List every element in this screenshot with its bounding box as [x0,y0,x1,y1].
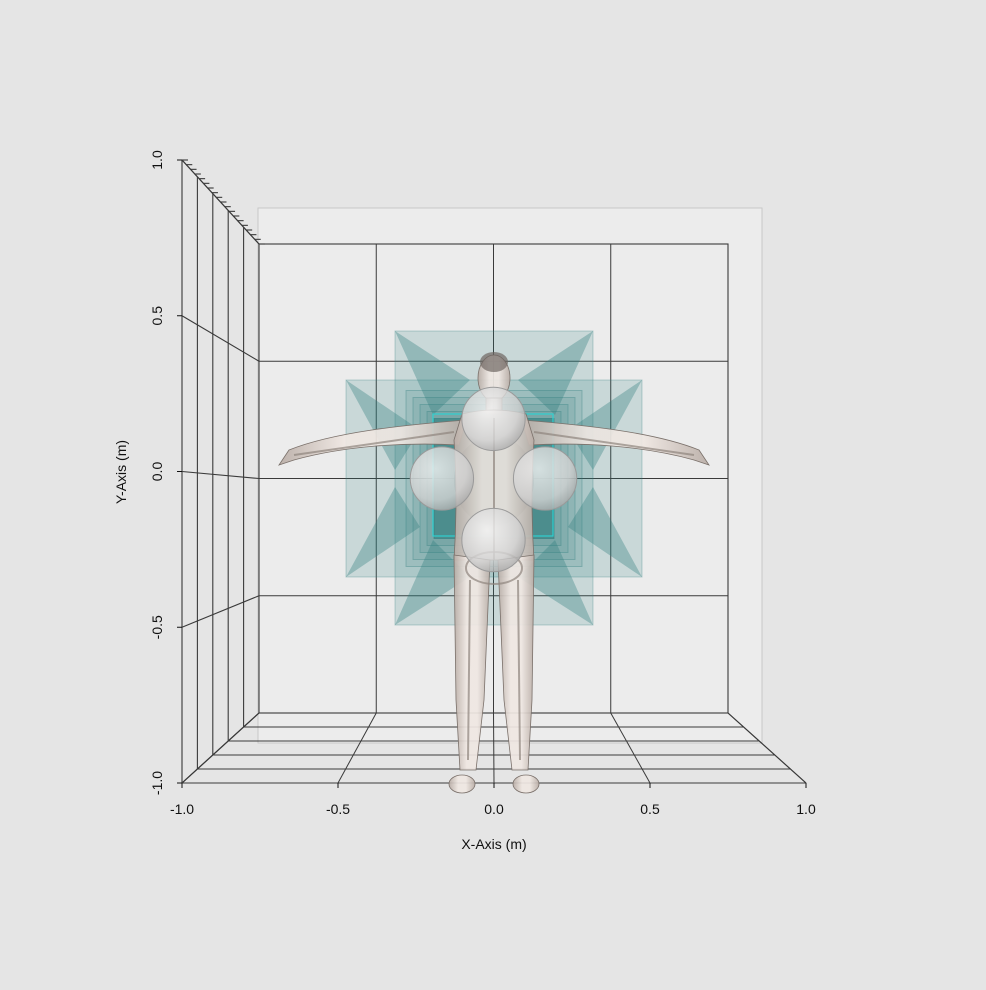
field-spike [395,331,470,415]
x-axis-ticks: -1.0 -0.5 0.0 0.5 1.0 [170,783,816,817]
x-tick-label: 0.5 [640,801,660,817]
floor-grid [181,712,807,784]
sphere-bottom [461,507,526,573]
x-axis-title: X-Axis (m) [461,836,526,852]
floor-gridline-x [337,712,377,784]
y-tick-label: 1.0 [149,150,165,170]
x-tick-label: -1.0 [170,801,194,817]
field-spike [568,487,642,577]
y-axis-ticks: -1.0 -0.5 0.0 0.5 1.0 [149,150,182,795]
skeleton-left-arm [293,431,455,456]
sphere-right [512,446,578,511]
left-wall-gridline [181,470,260,480]
field-spike [395,540,470,625]
floor-gridline-x [493,712,495,784]
field-spike [346,380,420,470]
field-spike [518,331,593,415]
floor-gridline-x [181,712,260,784]
x-tick-label: 1.0 [796,801,816,817]
skeleton-right-arm [533,431,695,456]
sphere-left [409,446,475,511]
field-spike [568,380,642,470]
field-spike [518,540,593,625]
spheres-group [409,386,578,573]
y-tick-label: 0.0 [149,462,165,482]
body-hair [480,352,508,372]
skeleton-left-femur [467,579,471,761]
skeleton-right-femur [517,579,521,761]
body-left-arm [278,419,467,466]
left-wall-gridline [181,595,260,628]
y-axis-title: Y-Axis (m) [113,440,129,504]
sphere-top [461,386,526,452]
x-tick-label: 0.0 [484,801,504,817]
y-tick-label: 0.5 [149,306,165,326]
body-right-arm [521,419,710,466]
field-spike [346,487,420,577]
body-left-foot [448,774,476,794]
y-tick-label: -0.5 [149,615,165,639]
floor-gridline-x [727,712,807,784]
y-tick-label: -1.0 [149,771,165,795]
body-right-foot [512,774,540,794]
floor-gridline-x [610,712,651,784]
x-tick-label: -0.5 [326,801,350,817]
left-wall-gridline [181,315,260,362]
